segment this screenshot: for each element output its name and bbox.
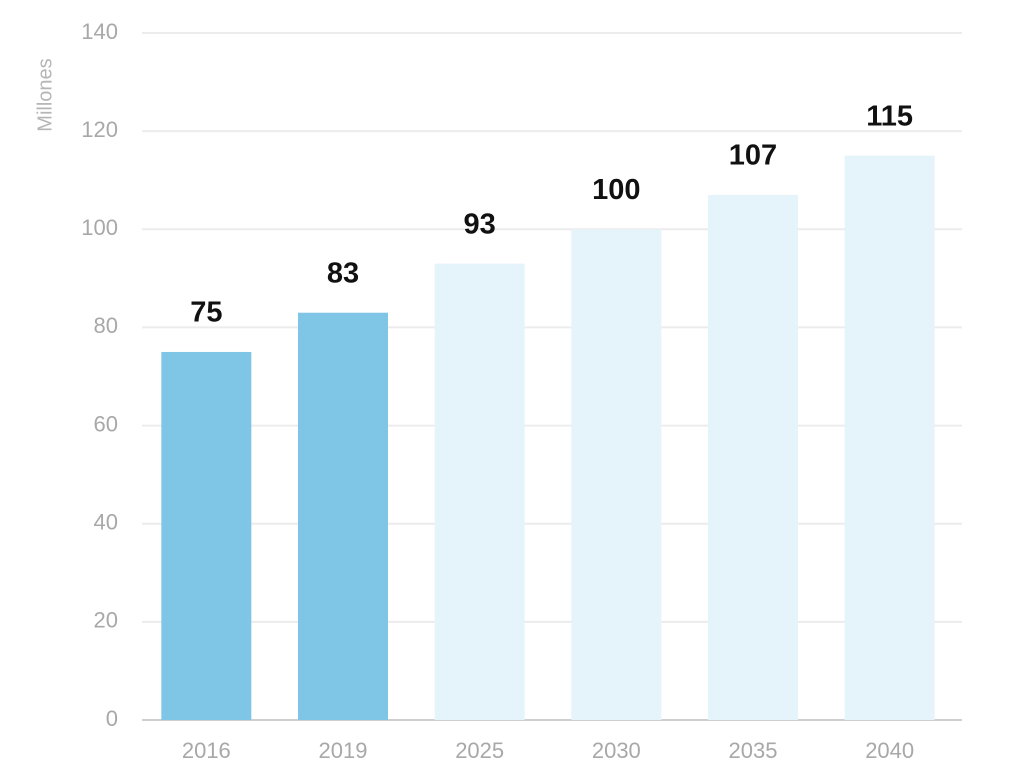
x-tick-label: 2019 [319,738,368,763]
bar [844,155,935,720]
y-tick-label: 0 [106,706,118,731]
x-tick-label: 2030 [592,738,641,763]
x-tick-label: 2035 [729,738,778,763]
value-label: 100 [592,174,640,206]
value-label: 83 [327,257,359,289]
bar [708,194,798,720]
value-label: 93 [464,208,496,240]
y-tick-label: 120 [81,117,118,142]
y-tick-label: 60 [94,411,118,436]
y-tick-label: 140 [81,19,118,44]
x-tick-label: 2040 [865,738,914,763]
x-tick-label: 2025 [455,738,504,763]
x-tick-label: 2016 [182,738,231,763]
bar [161,351,252,720]
y-tick-label: 40 [94,510,118,535]
y-tick-label: 100 [81,215,118,240]
value-label: 107 [729,140,777,172]
bar [298,312,388,720]
bar [571,229,662,721]
value-label: 115 [866,100,913,132]
bar [434,263,525,720]
y-tick-label: 80 [94,313,118,338]
value-label: 75 [190,297,222,329]
y-axis-title: Millones [34,58,56,131]
y-tick-label: 20 [94,608,118,633]
